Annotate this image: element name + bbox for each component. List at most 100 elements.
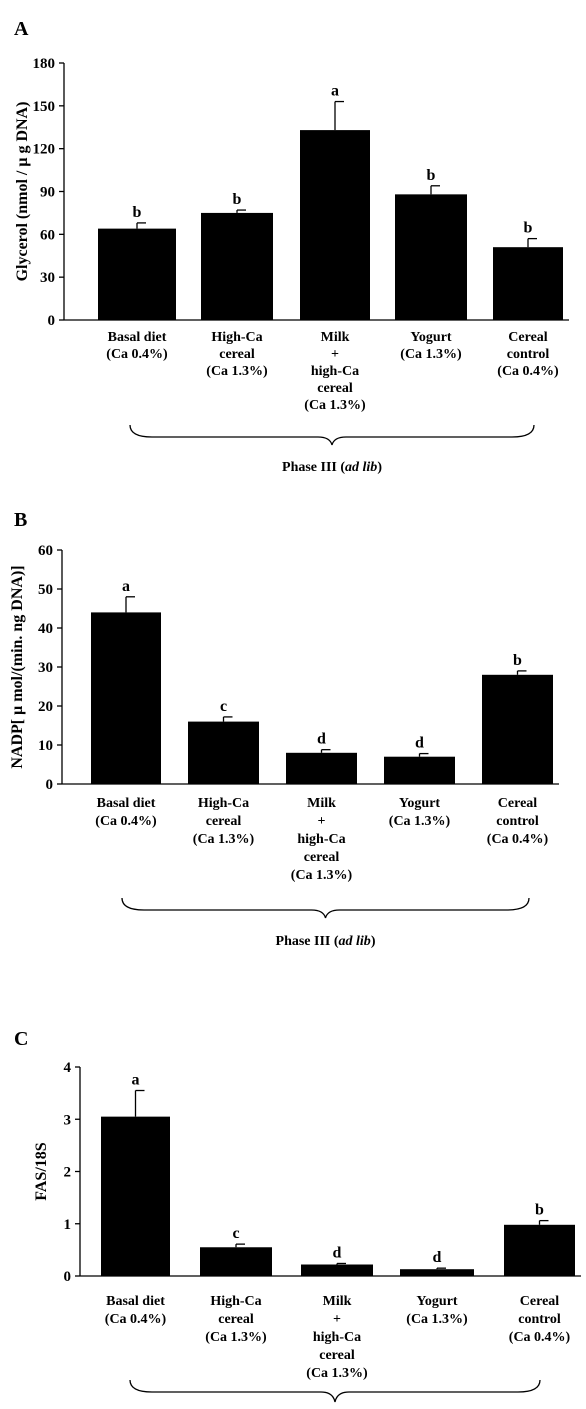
bar	[286, 752, 357, 784]
significance-letter: b	[133, 204, 142, 221]
category-label: +	[331, 347, 339, 362]
panel-label: C	[14, 1028, 28, 1050]
category-label: cereal	[317, 381, 353, 396]
bar	[400, 1269, 474, 1276]
y-tick-label: 0	[48, 313, 56, 329]
group-label: Phase III (ad lib)	[276, 934, 376, 949]
y-tick-label: 3	[64, 1112, 72, 1128]
bar	[384, 756, 455, 784]
bar	[482, 674, 553, 784]
significance-letter: a	[122, 578, 130, 595]
category-label: (Ca 1.3%)	[406, 1312, 468, 1327]
group-label-suffix: )	[371, 934, 376, 949]
bar	[493, 247, 563, 320]
category-label: (Ca 0.4%)	[509, 1330, 571, 1345]
y-tick-label: 120	[33, 142, 56, 158]
bar	[201, 212, 273, 320]
panel-label: A	[14, 18, 29, 40]
significance-letter: d	[317, 731, 326, 748]
bar	[395, 194, 467, 320]
y-axis-label: Glycerol (nmol / μ g DNA)	[14, 102, 31, 282]
significance-letter: d	[415, 735, 424, 752]
significance-letter: d	[433, 1249, 442, 1266]
y-tick-label: 90	[40, 185, 55, 201]
group-label-prefix: Phase III (	[276, 934, 339, 949]
category-label: (Ca 1.3%)	[193, 832, 255, 847]
significance-letter: b	[513, 652, 522, 669]
bar	[188, 721, 259, 784]
bar	[91, 612, 161, 784]
y-tick-label: 10	[38, 738, 53, 754]
category-label: Basal diet	[97, 796, 156, 811]
category-label: (Ca 0.4%)	[106, 347, 168, 362]
group-label-suffix: )	[377, 460, 382, 475]
category-label: (Ca 1.3%)	[389, 814, 451, 829]
bar	[300, 130, 370, 320]
y-axis-label: FAS/18S	[33, 1142, 50, 1200]
panel-c: C 0 1 2 3 4 FAS/18S a Basal diet (Ca 0.4%) c High-C…	[14, 1028, 581, 1403]
y-tick-label: 2	[64, 1165, 72, 1181]
category-label: High-Ca	[210, 1294, 261, 1309]
significance-letter: b	[524, 220, 533, 237]
category-label: cereal	[206, 814, 242, 829]
category-label: Milk	[321, 330, 350, 345]
y-tick-label: 0	[46, 777, 54, 793]
y-tick-label: 60	[40, 227, 55, 243]
significance-letter: c	[220, 698, 227, 715]
group-brace	[121, 897, 530, 919]
significance-letter: b	[427, 167, 436, 184]
y-tick-label: 150	[33, 99, 56, 115]
category-label: (Ca 0.4%)	[95, 814, 157, 829]
bar	[98, 228, 176, 320]
category-label: (Ca 0.4%)	[105, 1312, 167, 1327]
category-label: +	[318, 814, 326, 829]
category-label: high-Ca	[313, 1330, 361, 1345]
category-label: Basal diet	[106, 1294, 165, 1309]
significance-letter: b	[535, 1202, 544, 1219]
y-axis-label: NADP[ μ mol/(min. ng DNA)]	[9, 565, 26, 768]
y-tick-label: 40	[38, 621, 53, 637]
category-label: (Ca 0.4%)	[487, 832, 549, 847]
category-label: High-Ca	[198, 796, 249, 811]
y-tick-label: 180	[33, 56, 56, 72]
category-label: Yogurt	[399, 796, 441, 811]
category-label: Yogurt	[410, 330, 452, 345]
category-label: Cereal	[520, 1294, 559, 1309]
category-label: cereal	[319, 1348, 355, 1363]
group-brace	[129, 1379, 541, 1403]
category-label: control	[496, 814, 539, 829]
panel-a: A 0 30 60 90 120 150 180 Glycerol (nmol / μ g DN…	[14, 18, 569, 475]
bar	[101, 1116, 170, 1276]
category-label: cereal	[218, 1312, 254, 1327]
category-label: control	[507, 347, 550, 362]
category-label: (Ca 1.3%)	[205, 1330, 267, 1345]
category-label: (Ca 1.3%)	[291, 868, 353, 883]
category-label: (Ca 1.3%)	[206, 364, 268, 379]
y-tick-label: 4	[64, 1060, 72, 1076]
y-tick-label: 60	[38, 543, 53, 559]
category-label: Yogurt	[416, 1294, 458, 1309]
group-label-italic: ad lib	[345, 460, 377, 475]
category-label: High-Ca	[211, 330, 262, 345]
significance-letter: c	[232, 1225, 239, 1242]
significance-letter: a	[132, 1072, 140, 1089]
category-label: control	[518, 1312, 561, 1327]
category-label: (Ca 1.3%)	[304, 398, 366, 413]
category-label: high-Ca	[297, 832, 345, 847]
bar	[301, 1264, 373, 1276]
category-label: (Ca 1.3%)	[306, 1366, 368, 1381]
category-label: (Ca 0.4%)	[497, 364, 559, 379]
category-label: cereal	[304, 850, 340, 865]
group-label-prefix: Phase III (	[282, 460, 345, 475]
significance-letter: b	[233, 191, 242, 208]
category-label: (Ca 1.3%)	[400, 347, 462, 362]
panel-label: B	[14, 509, 27, 531]
category-label: Milk	[307, 796, 336, 811]
category-label: Basal diet	[108, 330, 167, 345]
category-label: Cereal	[508, 330, 547, 345]
category-label: Cereal	[498, 796, 537, 811]
category-label: high-Ca	[311, 364, 359, 379]
y-tick-label: 50	[38, 582, 53, 598]
y-tick-label: 0	[64, 1269, 72, 1285]
y-tick-label: 30	[38, 660, 53, 676]
